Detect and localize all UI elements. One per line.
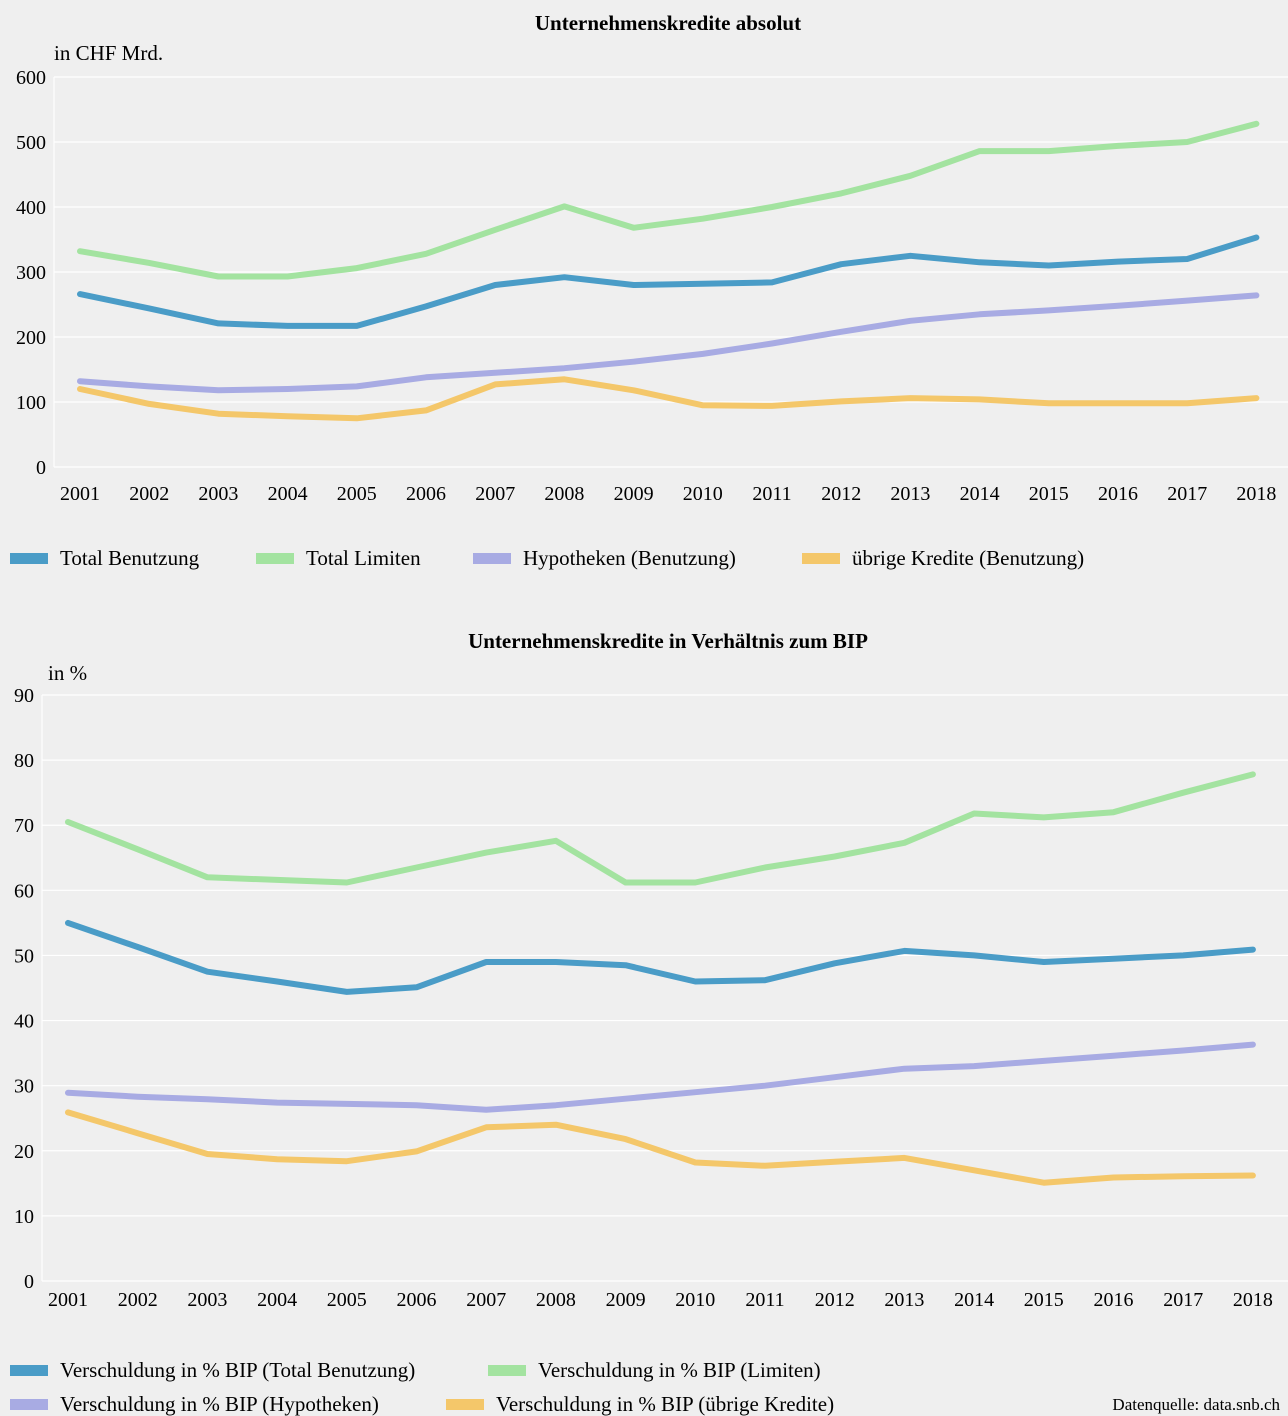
x-tick-label: 2008 [536,1289,576,1311]
y-tick-label: 20 [14,1141,34,1163]
series-line-4 [65,1109,1256,1186]
y-tick-label: 100 [16,392,46,414]
x-tick-label: 2014 [960,483,1000,505]
x-tick-label: 2002 [129,483,169,505]
legend-swatch [10,553,48,564]
x-tick-label: 2015 [1024,1289,1064,1311]
legend-swatch [473,553,511,564]
x-tick-label: 2007 [466,1289,506,1311]
x-tick-label: 2004 [268,483,308,505]
x-tick-label: 2001 [48,1289,88,1311]
x-tick-label: 2006 [406,483,446,505]
x-tick-label: 2005 [327,1289,367,1311]
legend-label: Total Benutzung [60,546,200,570]
legend-swatch [10,1399,48,1410]
x-tick-label: 2016 [1098,483,1138,505]
x-tick-label: 2005 [337,483,377,505]
chart-1: Unternehmenskredite absolut in CHF Mrd. … [10,11,1288,570]
legend-label: Total Limiten [306,546,421,570]
y-tick-label: 600 [16,67,46,89]
legend-swatch [446,1399,484,1410]
series-line-2 [65,771,1256,886]
x-tick-label: 2003 [187,1289,227,1311]
x-tick-label: 2018 [1236,483,1276,505]
series-line-3 [77,292,1260,394]
chart-2-x-ticks: 2001 2002 2003 2004 2005 2006 2007 2008 2009 2010… [48,1289,1273,1311]
y-tick-label: 500 [16,132,46,154]
x-tick-label: 2004 [257,1289,297,1311]
legend-label: Verschuldung in % BIP (übrige Kredite) [496,1392,834,1416]
x-tick-label: 2010 [683,483,723,505]
x-tick-label: 2017 [1167,483,1207,505]
y-tick-label: 0 [36,457,46,479]
legend-label: Verschuldung in % BIP (Total Benutzung) [60,1358,415,1382]
y-tick-label: 10 [14,1206,34,1228]
x-tick-label: 2007 [475,483,515,505]
chart-2-title: Unternehmenskredite in Verhältnis zum BI… [468,629,868,653]
legend-swatch [10,1365,48,1376]
chart-1-y-unit: in CHF Mrd. [54,41,163,65]
legend-label: übrige Kredite (Benutzung) [852,546,1084,570]
y-tick-label: 80 [14,750,34,772]
x-tick-label: 2012 [815,1289,855,1311]
x-tick-label: 2015 [1029,483,1069,505]
chart-1-title: Unternehmenskredite absolut [535,11,801,35]
y-tick-label: 60 [14,880,34,902]
x-tick-label: 2003 [198,483,238,505]
series-line-3 [65,1041,1256,1113]
legend-swatch [256,553,294,564]
x-tick-label: 2009 [614,483,654,505]
y-tick-label: 0 [24,1271,34,1293]
chart-2-y-unit: in % [48,661,87,685]
x-tick-label: 2002 [118,1289,158,1311]
x-tick-label: 2017 [1163,1289,1203,1311]
x-tick-label: 2013 [884,1289,924,1311]
legend-label: Hypotheken (Benutzung) [523,546,736,570]
legend-label: Verschuldung in % BIP (Limiten) [538,1358,821,1382]
y-tick-label: 40 [14,1011,34,1033]
y-tick-label: 200 [16,327,46,349]
x-tick-label: 2011 [745,1289,784,1311]
chart-1-gridlines [53,76,1288,468]
legend-swatch [802,553,840,564]
chart-1-y-ticks: 0 100 200 300 400 500 600 [16,67,46,479]
x-tick-label: 2009 [606,1289,646,1311]
data-source-note: Datenquelle: data.snb.ch [1112,1395,1280,1414]
x-tick-label: 2008 [544,483,584,505]
x-tick-label: 2018 [1233,1289,1273,1311]
y-tick-label: 70 [14,815,34,837]
chart-2-legend: Verschuldung in % BIP (Total Benutzung) V… [10,1358,834,1416]
legend-label: Verschuldung in % BIP (Hypotheken) [60,1392,379,1416]
x-tick-label: 2006 [397,1289,437,1311]
y-tick-label: 90 [14,685,34,707]
series-line-1 [77,234,1260,329]
x-tick-label: 2016 [1094,1289,1134,1311]
series-line-2 [77,120,1260,280]
series-line-1 [65,919,1256,995]
x-tick-label: 2012 [821,483,861,505]
series-line-4 [77,376,1260,422]
x-tick-label: 2010 [675,1289,715,1311]
chart-1-series [77,120,1260,422]
chart-2: Unternehmenskredite in Verhältnis zum BI… [10,629,1288,1416]
chart-1-x-ticks: 2001 2002 2003 2004 2005 2006 2007 2008 2009 2010… [60,483,1276,505]
y-tick-label: 400 [16,197,46,219]
y-tick-label: 300 [16,262,46,284]
chart-2-series [65,771,1256,1186]
x-tick-label: 2013 [890,483,930,505]
x-tick-label: 2011 [752,483,791,505]
x-tick-label: 2014 [954,1289,994,1311]
chart-1-legend: Total Benutzung Total Limiten Hypotheken (… [10,546,1084,570]
legend-swatch [488,1365,526,1376]
chart-2-gridlines [41,694,1288,1282]
y-tick-label: 50 [14,945,34,967]
chart-2-y-ticks: 0 10 20 30 40 50 60 70 80 90 [14,685,34,1293]
y-tick-label: 30 [14,1076,34,1098]
x-tick-label: 2001 [60,483,100,505]
